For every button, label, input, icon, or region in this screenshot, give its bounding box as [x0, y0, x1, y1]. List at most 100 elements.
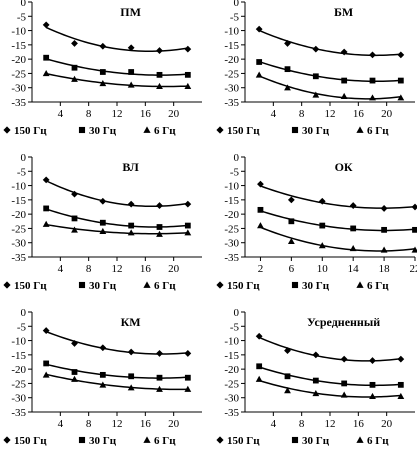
data-point: [369, 381, 376, 388]
y-tick-label: -20: [224, 364, 239, 376]
data-point: [312, 45, 320, 53]
y-tick-label: -5: [230, 166, 240, 178]
y-tick-label: -35: [224, 97, 239, 109]
series-line: [46, 72, 188, 88]
data-point: [397, 94, 405, 101]
y-tick-label: 0: [21, 307, 27, 319]
data-point: [284, 387, 291, 394]
x-tick-label: 16: [140, 418, 152, 430]
data-point: [127, 348, 135, 356]
data-point: [380, 205, 388, 212]
x-tick-label: 12: [325, 108, 336, 120]
data-point: [341, 380, 348, 387]
data-point: [341, 77, 348, 84]
data-point: [71, 75, 78, 82]
legend-marker: [216, 436, 224, 444]
y-tick-label: -30: [224, 238, 239, 250]
x-tick-label: 16: [353, 418, 365, 430]
chart-panel: 0 -5 -10 -15 -20 -25 -30 -35 4 8 12 16 20 БМ 150 Гц 30 …: [216, 0, 415, 137]
legend-marker: [356, 281, 364, 288]
data-point: [411, 246, 417, 253]
x-tick-label: 20: [381, 108, 393, 120]
legend-label: 30 Гц: [302, 125, 330, 137]
data-point: [255, 25, 263, 33]
y-tick-label: -30: [224, 393, 239, 405]
data-point: [369, 94, 376, 101]
series-line: [260, 210, 416, 232]
data-point: [380, 246, 388, 253]
data-point: [284, 66, 291, 73]
data-point: [184, 71, 191, 78]
series-line: [46, 373, 188, 391]
legend-label: 150 Гц: [14, 280, 47, 292]
data-point: [369, 392, 376, 400]
data-point: [71, 215, 78, 222]
data-point: [288, 218, 295, 225]
data-point: [99, 219, 106, 226]
chart-panel: 0 -5 -10 -15 -20 -25 -30 -35 4 8 12 16 20 Усредненный…: [216, 307, 415, 447]
legend-marker: [3, 436, 11, 444]
legend-label: 150 Гц: [14, 125, 47, 137]
data-point: [99, 381, 107, 388]
series-line: [45, 180, 188, 208]
y-tick-label: -30: [11, 393, 26, 405]
x-tick-label: 20: [168, 108, 180, 120]
data-point: [42, 21, 50, 29]
y-tick-label: 0: [21, 152, 27, 164]
data-point: [156, 82, 163, 90]
data-point: [42, 371, 50, 378]
series-line: [45, 26, 188, 53]
data-point: [127, 384, 135, 391]
series-line: [258, 366, 401, 387]
legend-marker: [78, 126, 86, 134]
y-tick-label: -25: [11, 378, 26, 390]
chart-panel: 0 -5 -10 -15 -20 -25 -30 -35 2 6 10 14 18 22 ОК 150 Гц 3…: [216, 152, 417, 292]
data-point: [43, 54, 50, 61]
y-tick-label: -25: [224, 378, 239, 390]
legend-label: 30 Гц: [302, 435, 330, 447]
data-point: [340, 48, 348, 56]
data-point: [127, 229, 135, 236]
legend-label: 150 Гц: [227, 280, 260, 292]
data-point: [128, 222, 135, 229]
y-tick-label: -35: [224, 407, 239, 419]
data-point: [369, 51, 376, 59]
data-point: [411, 203, 417, 211]
x-tick-label: 4: [58, 263, 64, 275]
data-point: [255, 375, 263, 382]
data-point: [156, 47, 163, 54]
data-point: [287, 237, 295, 245]
x-tick-label: 4: [58, 418, 64, 430]
data-point: [42, 70, 50, 77]
data-point: [127, 81, 135, 88]
y-tick-label: -5: [17, 11, 27, 23]
data-point: [156, 230, 163, 237]
data-point: [71, 64, 78, 71]
x-tick-label: 18: [379, 263, 391, 275]
y-tick-label: 0: [234, 152, 240, 164]
legend-label: 6 Гц: [154, 280, 176, 292]
data-point: [284, 347, 291, 354]
data-point: [184, 374, 191, 381]
data-point: [184, 350, 192, 357]
data-point: [340, 355, 348, 363]
data-point: [312, 377, 319, 384]
chart-title: ПМ: [120, 5, 141, 19]
data-point: [397, 77, 404, 84]
y-tick-label: -10: [11, 336, 26, 348]
legend-marker: [143, 126, 151, 133]
y-tick-label: -15: [224, 40, 239, 52]
data-point: [312, 390, 320, 397]
data-point: [257, 222, 264, 229]
data-point: [284, 40, 291, 47]
x-tick-label: 12: [112, 418, 123, 430]
data-point: [340, 92, 348, 100]
x-tick-label: 20: [168, 418, 180, 430]
data-point: [256, 59, 263, 65]
data-point: [284, 373, 291, 380]
data-point: [318, 197, 326, 205]
data-point: [350, 225, 357, 232]
y-tick-label: -15: [11, 195, 26, 207]
data-point: [369, 77, 376, 84]
y-tick-label: -15: [11, 350, 26, 362]
